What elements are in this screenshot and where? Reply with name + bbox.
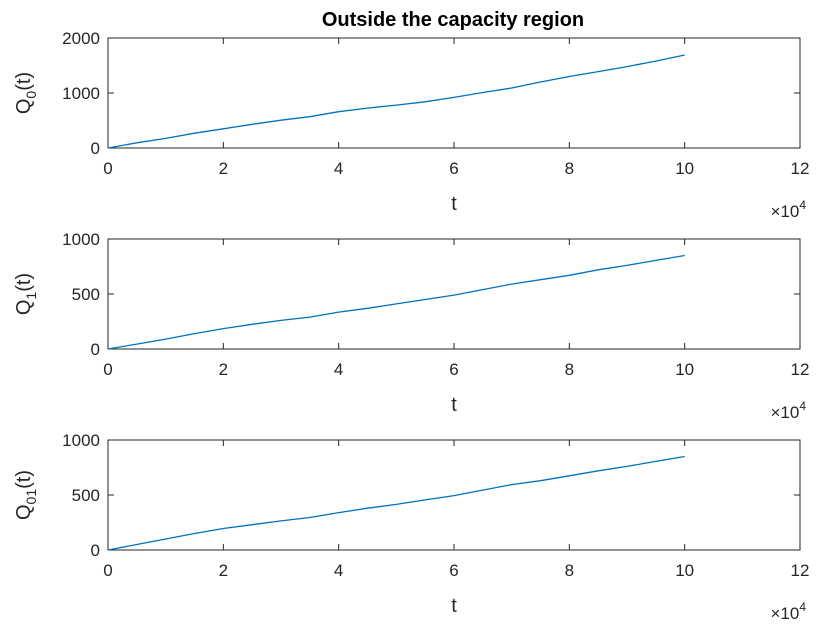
x-axis-label: t bbox=[451, 394, 457, 416]
x-tick-label: 0 bbox=[103, 360, 112, 379]
y-tick-label: 500 bbox=[72, 285, 100, 304]
x-tick-label: 2 bbox=[219, 360, 228, 379]
series-line bbox=[107, 54, 685, 149]
x-exponent-label: ×104 bbox=[770, 198, 806, 221]
x-tick-label: 6 bbox=[449, 159, 458, 178]
series-line bbox=[107, 254, 685, 350]
y-tick-label: 500 bbox=[72, 486, 100, 505]
x-tick-label: 10 bbox=[675, 561, 694, 580]
x-tick-label: 12 bbox=[791, 159, 810, 178]
x-tick-label: 0 bbox=[103, 159, 112, 178]
y-tick-label: 0 bbox=[91, 139, 100, 158]
axes-box bbox=[107, 37, 801, 149]
figure-title: Outside the capacity region bbox=[322, 9, 584, 31]
subplot-1: 0 2 4 6 8 10 12 0 500 1000 t Q1(t) ×104 bbox=[13, 230, 809, 422]
series-line bbox=[107, 455, 685, 551]
x-axis-label: t bbox=[451, 193, 457, 215]
x-axis-label: t bbox=[451, 595, 457, 617]
x-tick-label: 10 bbox=[675, 159, 694, 178]
x-tick-label: 10 bbox=[675, 360, 694, 379]
x-tick-label: 6 bbox=[449, 360, 458, 379]
y-axis-label: Q1(t) bbox=[13, 273, 39, 315]
y-tick-label: 1000 bbox=[62, 230, 100, 249]
x-tick-label: 4 bbox=[334, 360, 343, 379]
y-axis-label: Q01(t) bbox=[13, 470, 39, 520]
y-tick-label: 0 bbox=[91, 340, 100, 359]
x-tick-label: 8 bbox=[565, 561, 574, 580]
y-tick-label: 0 bbox=[91, 541, 100, 560]
y-tick-label: 1000 bbox=[62, 84, 100, 103]
x-tick-label: 2 bbox=[219, 561, 228, 580]
x-tick-label: 0 bbox=[103, 561, 112, 580]
y-axis-label: Q0(t) bbox=[13, 72, 39, 114]
x-tick-label: 4 bbox=[334, 159, 343, 178]
y-tick-label: 2000 bbox=[62, 29, 100, 48]
x-tick-label: 8 bbox=[565, 360, 574, 379]
x-exponent-label: ×104 bbox=[770, 600, 806, 623]
x-exponent-label: ×104 bbox=[770, 399, 806, 422]
x-tick-label: 12 bbox=[791, 561, 810, 580]
y-tick-label: 1000 bbox=[62, 431, 100, 450]
x-tick-label: 6 bbox=[449, 561, 458, 580]
subplot-2: 0 2 4 6 8 10 12 0 500 1000 t Q01(t) ×104 bbox=[13, 431, 809, 623]
x-tick-label: 4 bbox=[334, 561, 343, 580]
x-tick-label: 12 bbox=[791, 360, 810, 379]
axes-box bbox=[107, 238, 801, 350]
x-tick-label: 8 bbox=[565, 159, 574, 178]
x-tick-label: 2 bbox=[219, 159, 228, 178]
subplot-0: 0 2 4 6 8 10 12 0 1000 2000 t Q0(t) ×104 bbox=[13, 29, 809, 221]
